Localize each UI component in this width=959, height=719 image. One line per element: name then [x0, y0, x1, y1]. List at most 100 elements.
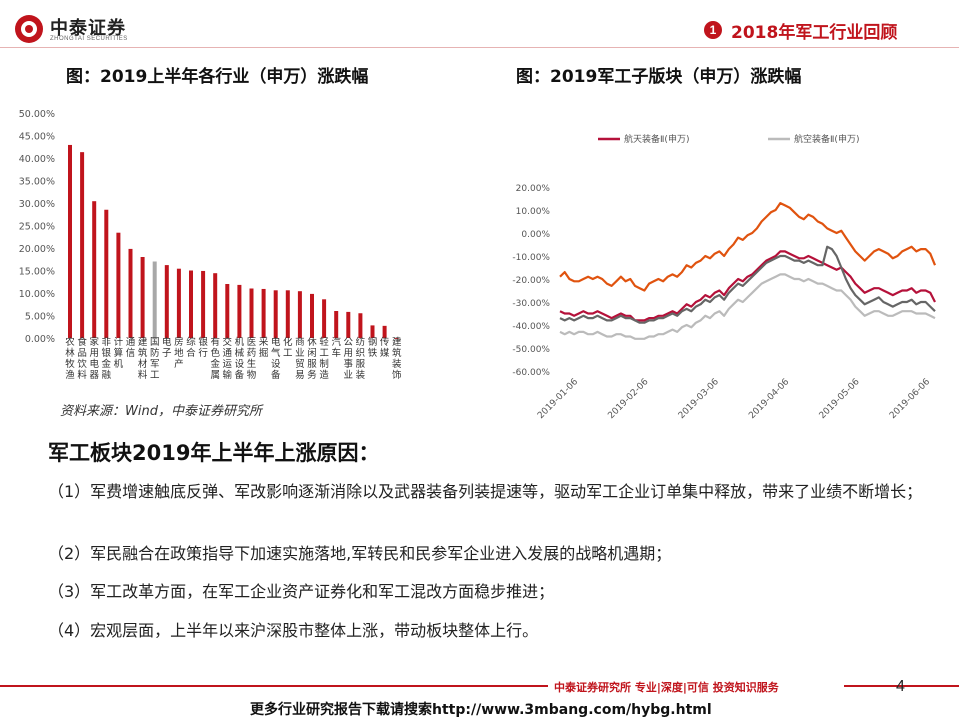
category-label: 机械设备: [235, 336, 245, 381]
bar: [297, 291, 302, 338]
military-line-chart: 航天装备Ⅱ(申万) 航空装备Ⅱ(申万) -60.00% -50.00% -40.00% -…: [512, 133, 937, 421]
bar: [370, 325, 375, 338]
bar: [176, 268, 181, 338]
reason-item: （1）军费增速触底反弹、军改影响逐渐消除以及武器装备列装提速等，驱动军工企业订单…: [48, 482, 923, 501]
category-label: 非银金融: [102, 336, 112, 381]
bar: [237, 284, 242, 338]
bar: [140, 257, 145, 338]
category-label: 商业贸易: [295, 336, 305, 381]
reason-item: （4）宏观层面，上半年以来沪深股市整体上涨，带动板块整体上行。: [48, 621, 539, 640]
x-tick-label: 2019-04-06: [747, 377, 791, 421]
series-line: [559, 273, 936, 340]
category-label: 通信: [126, 337, 136, 359]
bar: [104, 209, 109, 338]
bar: [249, 288, 254, 338]
y-tick-label: 15.00%: [19, 267, 55, 278]
x-tick-label: 2019-06-06: [888, 377, 932, 421]
category-label: 综合: [186, 336, 196, 359]
bar: [394, 338, 399, 339]
category-label: 电气设备: [271, 336, 281, 381]
category-label: 钢铁: [368, 336, 378, 359]
y-tick-label: 45.00%: [19, 132, 55, 143]
bar: [189, 270, 193, 338]
header-divider: [0, 47, 959, 48]
figure1-title: 图：2019上半年各行业（申万）涨跌幅: [66, 67, 369, 87]
y-tick-label: 0.00%: [521, 230, 550, 240]
category-label: 交通运输: [223, 336, 233, 381]
category-label: 化工: [283, 336, 293, 359]
category-label: 电子: [162, 336, 172, 359]
category-label: 房地产: [174, 336, 184, 370]
section-title: 2018年军工行业回顾: [731, 23, 898, 43]
category-label: 银行: [198, 336, 208, 359]
company-logo-text: 中泰证券: [50, 18, 126, 39]
bar: [346, 311, 351, 338]
category-label: 轻工制造: [319, 336, 329, 381]
y-tick-label: -60.00%: [512, 368, 550, 378]
company-logo-icon: [15, 15, 43, 43]
y-tick-label: 50.00%: [19, 109, 55, 120]
category-label: 有色金属: [210, 336, 220, 381]
category-label: 采掘: [259, 337, 269, 359]
bar: [358, 313, 363, 338]
category-label: 计算机: [114, 336, 124, 370]
bar: [128, 248, 133, 338]
series-line: [559, 201, 937, 292]
category-label: 食品饮料: [77, 336, 87, 381]
bar: [152, 261, 157, 338]
download-link[interactable]: 更多行业研究报告下载请搜索http://www.3mbang.com/hybg.…: [250, 702, 712, 718]
legend-label: 航空装备Ⅱ(申万): [794, 133, 859, 145]
bar: [68, 144, 72, 338]
series-line: [559, 250, 936, 322]
section-number-badge: 1: [704, 21, 722, 39]
bar: [116, 232, 121, 338]
footer-tagline-backdrop: [548, 678, 844, 694]
y-tick-label: -10.00%: [512, 253, 550, 263]
category-label: 休闲服务: [307, 336, 317, 381]
bar: [273, 290, 278, 338]
bar: [213, 273, 218, 338]
x-tick-label: 2019-05-06: [818, 377, 862, 421]
category-label: 农林牧渔: [65, 336, 75, 381]
page-number: 4: [896, 678, 905, 695]
footer-tagline: 中泰证券研究所 专业|深度|可信 投资知识服务: [554, 681, 779, 694]
category-label: 医药生物: [247, 337, 257, 381]
bar: [201, 270, 206, 338]
industry-bar-chart: 0.00% 5.00% 10.00% 15.00% 20.00% 25.00% 30.00%…: [19, 109, 402, 381]
category-label: 建筑材料: [138, 336, 148, 381]
y-tick-label: 35.00%: [19, 177, 55, 188]
y-tick-label: 20.00%: [19, 244, 55, 255]
y-tick-label: 0.00%: [25, 334, 55, 345]
y-tick-label: 10.00%: [19, 289, 55, 300]
figure-source: 资料来源：Wind，中泰证券研究所: [60, 404, 262, 419]
reason-item: （3）军工改革方面，在军工企业资产证券化和军工混改方面稳步推进；: [48, 582, 555, 601]
bar: [92, 201, 97, 338]
category-label: 传媒: [380, 336, 390, 359]
series-line: [559, 245, 936, 324]
y-tick-label: 40.00%: [19, 154, 55, 165]
bar: [80, 152, 85, 338]
category-label: 国防军工: [150, 337, 160, 381]
bar: [261, 288, 266, 338]
y-tick-label: 30.00%: [19, 199, 55, 210]
category-label: 纺织服装: [356, 336, 366, 381]
bar: [285, 290, 290, 338]
y-tick-label: -40.00%: [512, 322, 550, 332]
bar: [334, 311, 339, 338]
y-tick-label: -50.00%: [512, 345, 550, 355]
section-heading: 军工板块2019年上半年上涨原因：: [48, 441, 380, 465]
bar: [310, 293, 314, 338]
y-tick-label: -20.00%: [512, 276, 550, 286]
bar: [164, 265, 169, 338]
company-logo-subtext: ZHONGTAI SECURITIES: [50, 36, 128, 42]
bar: [225, 284, 230, 338]
x-tick-label: 2019-03-06: [677, 377, 721, 421]
bar: [382, 325, 387, 338]
x-tick-label: 2019-01-06: [536, 377, 580, 421]
y-tick-label: 10.00%: [516, 207, 551, 217]
legend-label: 航天装备Ⅱ(申万): [624, 133, 689, 145]
category-label: 家用电器: [89, 336, 99, 381]
bar: [322, 299, 327, 338]
footer-divider: [0, 685, 959, 687]
category-label: 公用事业: [344, 337, 354, 381]
